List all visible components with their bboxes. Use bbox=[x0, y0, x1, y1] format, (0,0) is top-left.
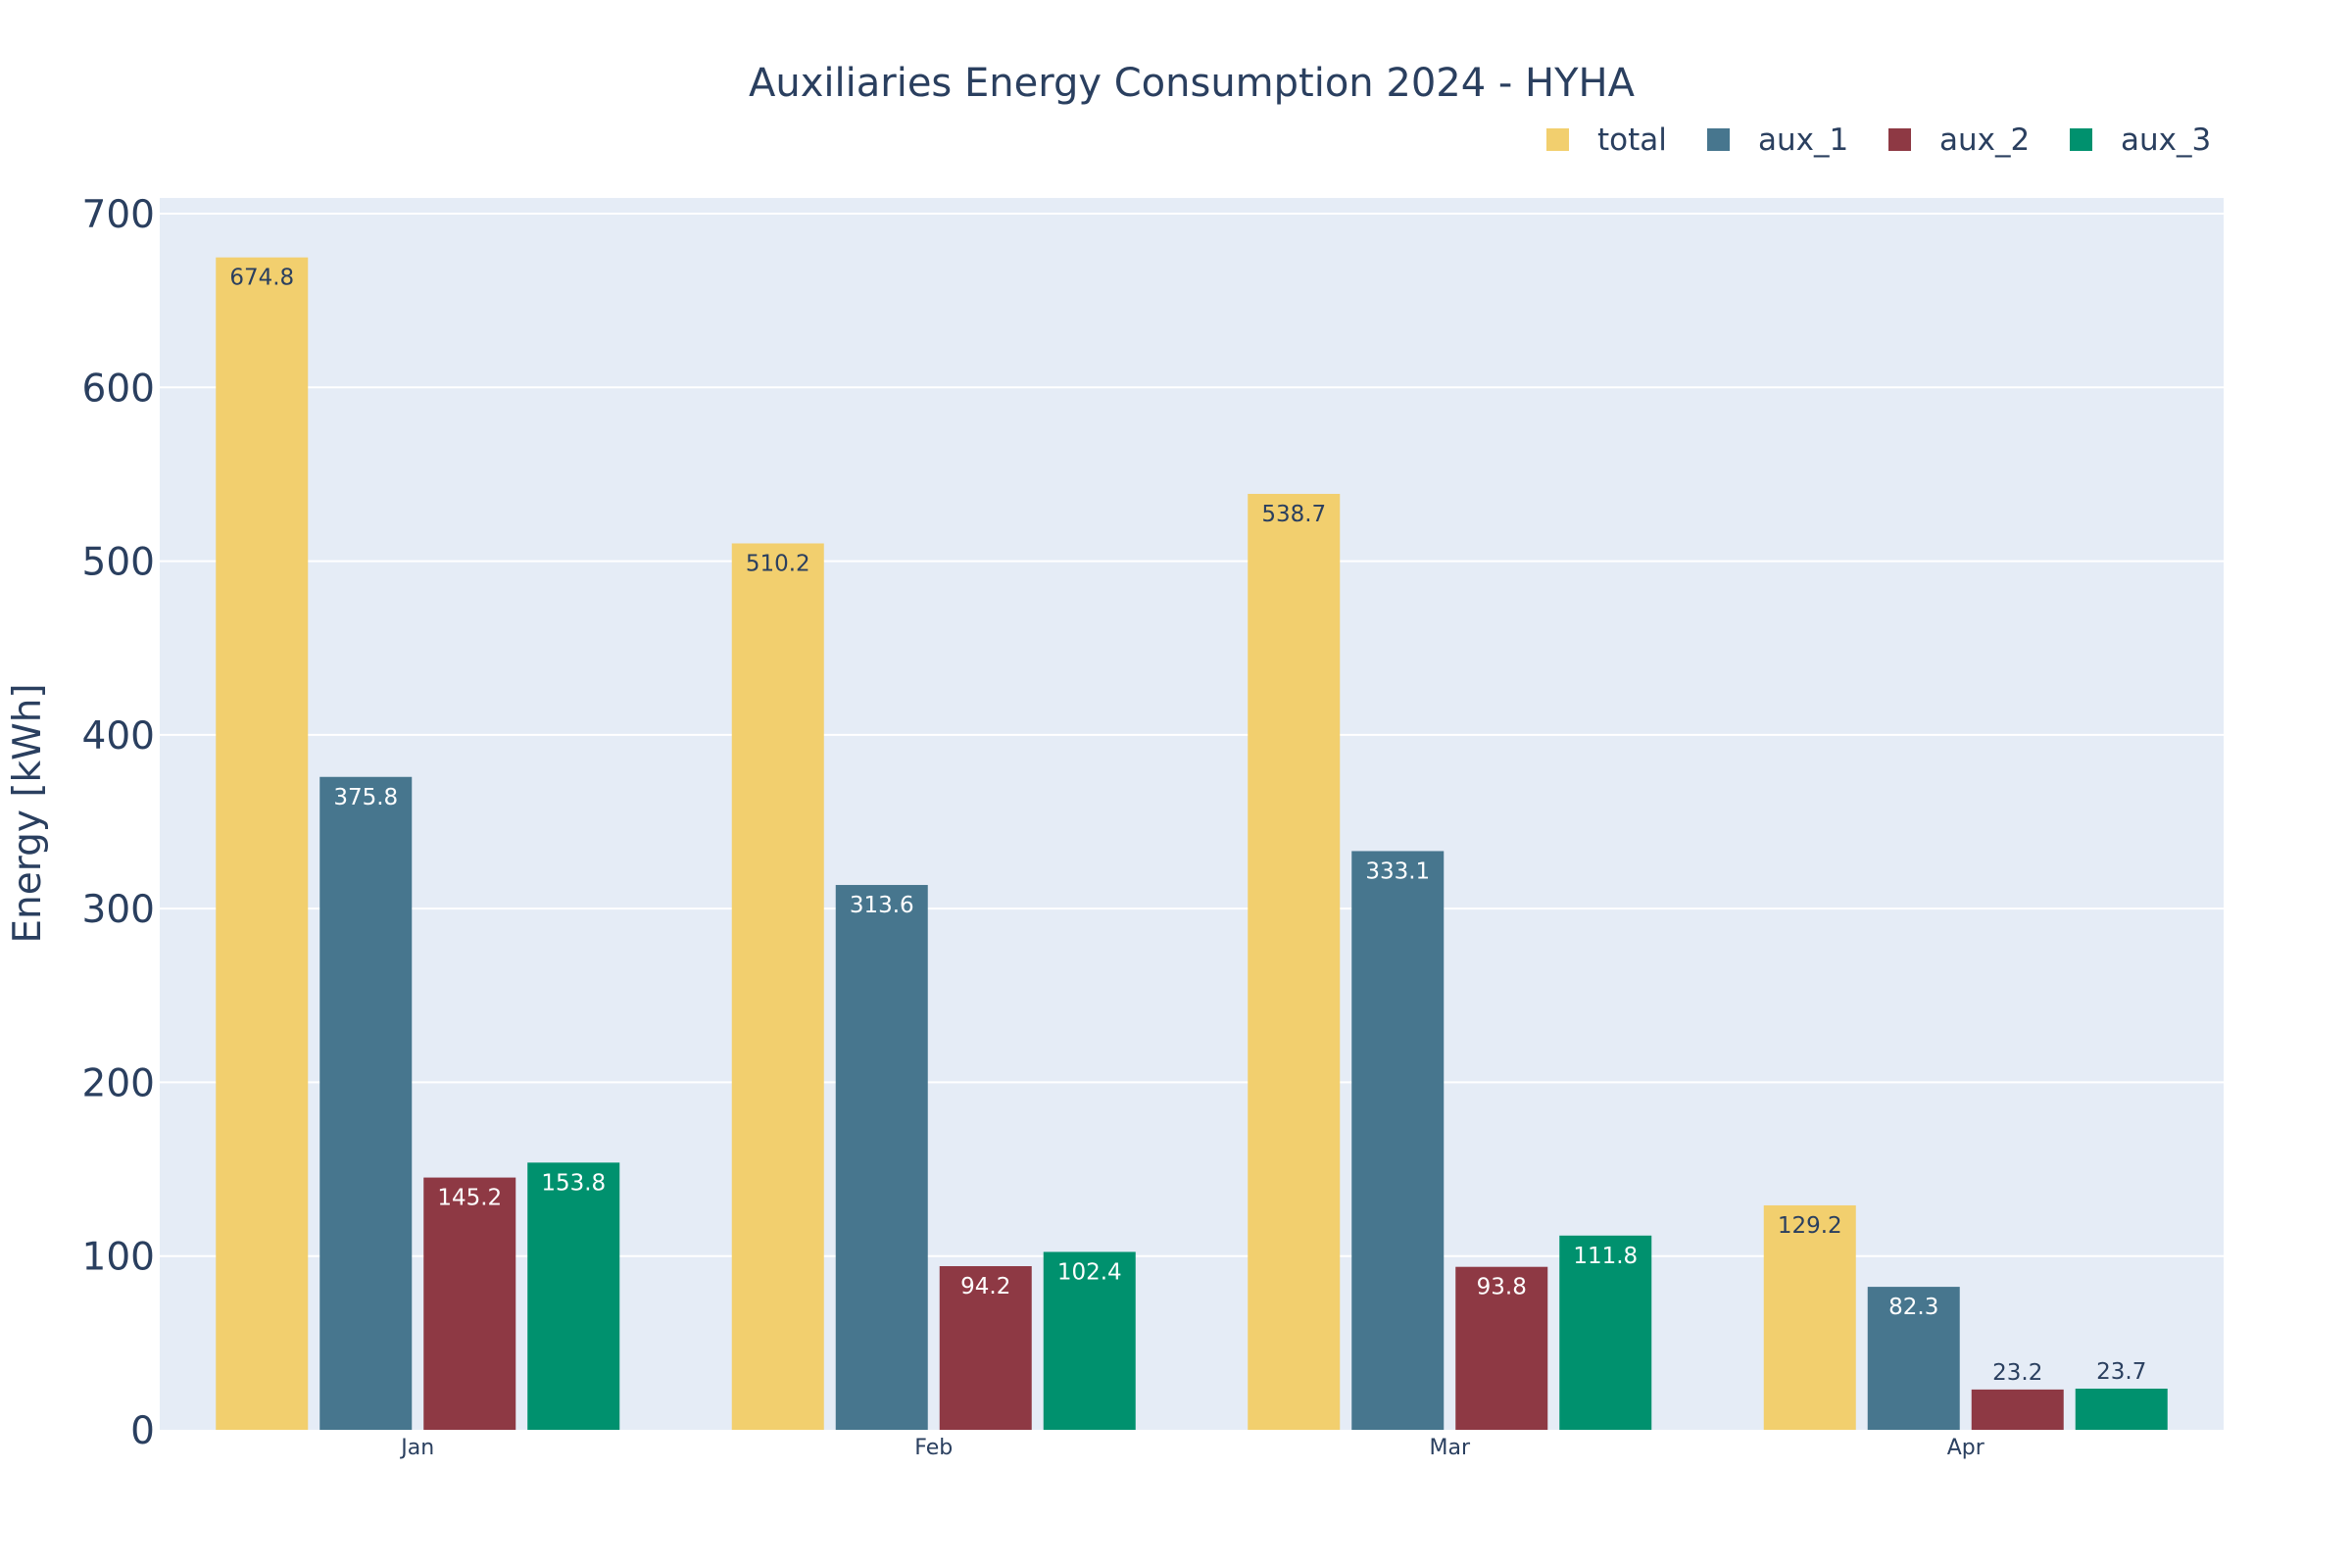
x-axis-ticks: Jan Feb Mar Apr bbox=[399, 1436, 1984, 1460]
bar-aux_2-apr[interactable] bbox=[1971, 1389, 2064, 1430]
x-tick-label: Mar bbox=[1429, 1436, 1470, 1460]
y-tick-label: 200 bbox=[82, 1061, 155, 1105]
data-label: 538.7 bbox=[1261, 502, 1326, 527]
bar-aux_1-apr[interactable] bbox=[1867, 1287, 1960, 1430]
bar-aux_1-feb[interactable] bbox=[835, 885, 928, 1430]
bar-aux_3-feb[interactable] bbox=[1043, 1251, 1136, 1430]
y-axis-ticks: 0 100 200 300 400 500 600 700 bbox=[82, 193, 155, 1453]
bar-aux_3-mar[interactable] bbox=[1559, 1235, 1652, 1430]
legend-label: aux_1 bbox=[1758, 122, 1848, 158]
data-label: 102.4 bbox=[1057, 1259, 1122, 1285]
data-labels: 674.8 375.8 145.2 153.8 510.2 313.6 94.2 102.4 5… bbox=[229, 266, 2146, 1386]
y-tick-label: 0 bbox=[130, 1409, 155, 1453]
bar-total-apr[interactable] bbox=[1763, 1204, 1856, 1430]
bars bbox=[216, 257, 2168, 1430]
data-label: 333.1 bbox=[1365, 858, 1430, 884]
y-tick-label: 700 bbox=[82, 193, 155, 237]
x-tick-label: Apr bbox=[1947, 1436, 1985, 1460]
data-label: 510.2 bbox=[746, 551, 810, 576]
y-tick-label: 100 bbox=[82, 1236, 155, 1280]
legend-item-aux_2[interactable]: aux_2 bbox=[1888, 122, 2030, 158]
bar-total-jan[interactable] bbox=[216, 257, 309, 1430]
data-label: 145.2 bbox=[437, 1186, 502, 1211]
legend-item-aux_1[interactable]: aux_1 bbox=[1707, 122, 1848, 158]
bar-aux_2-feb[interactable] bbox=[939, 1265, 1032, 1430]
data-label: 82.3 bbox=[1888, 1295, 1938, 1320]
legend-label: aux_3 bbox=[2121, 122, 2211, 158]
bar-total-feb[interactable] bbox=[731, 543, 824, 1430]
y-tick-label: 300 bbox=[82, 888, 155, 932]
y-tick-label: 500 bbox=[82, 541, 155, 585]
data-label: 94.2 bbox=[960, 1274, 1010, 1299]
bar-aux_3-jan[interactable] bbox=[527, 1162, 620, 1430]
bar-aux_3-apr[interactable] bbox=[2075, 1388, 2168, 1430]
legend-swatch bbox=[1707, 128, 1730, 151]
y-tick-label: 600 bbox=[82, 367, 155, 411]
chart-title: Auxiliaries Energy Consumption 2024 - HY… bbox=[749, 61, 1636, 106]
y-tick-label: 400 bbox=[82, 714, 155, 759]
bar-aux_2-jan[interactable] bbox=[423, 1177, 516, 1430]
bar-aux_1-mar[interactable] bbox=[1351, 851, 1445, 1430]
data-label: 111.8 bbox=[1573, 1244, 1638, 1269]
legend-label: aux_2 bbox=[1939, 122, 2030, 158]
data-label: 313.6 bbox=[850, 893, 914, 918]
data-label: 93.8 bbox=[1477, 1275, 1527, 1300]
data-label: 129.2 bbox=[1778, 1213, 1842, 1239]
legend-swatch bbox=[1888, 128, 1911, 151]
legend-swatch bbox=[2070, 128, 2092, 151]
x-tick-label: Jan bbox=[399, 1436, 434, 1460]
y-axis-label: Energy [kWh] bbox=[6, 683, 50, 943]
data-label: 23.2 bbox=[1992, 1360, 2042, 1386]
legend-item-aux_3[interactable]: aux_3 bbox=[2070, 122, 2211, 158]
data-label: 375.8 bbox=[333, 785, 398, 810]
bar-total-mar[interactable] bbox=[1248, 493, 1341, 1430]
data-label: 674.8 bbox=[229, 266, 294, 291]
legend-swatch bbox=[1546, 128, 1569, 151]
x-tick-label: Feb bbox=[914, 1436, 953, 1460]
data-label: 23.7 bbox=[2096, 1359, 2146, 1385]
legend-item-total[interactable]: total bbox=[1546, 122, 1667, 158]
bar-aux_2-mar[interactable] bbox=[1455, 1266, 1548, 1430]
data-label: 153.8 bbox=[541, 1170, 606, 1196]
legend-label: total bbox=[1597, 122, 1667, 158]
bar-aux_1-jan[interactable] bbox=[319, 776, 413, 1430]
legend[interactable]: total aux_1 aux_2 aux_3 bbox=[1546, 122, 2211, 158]
